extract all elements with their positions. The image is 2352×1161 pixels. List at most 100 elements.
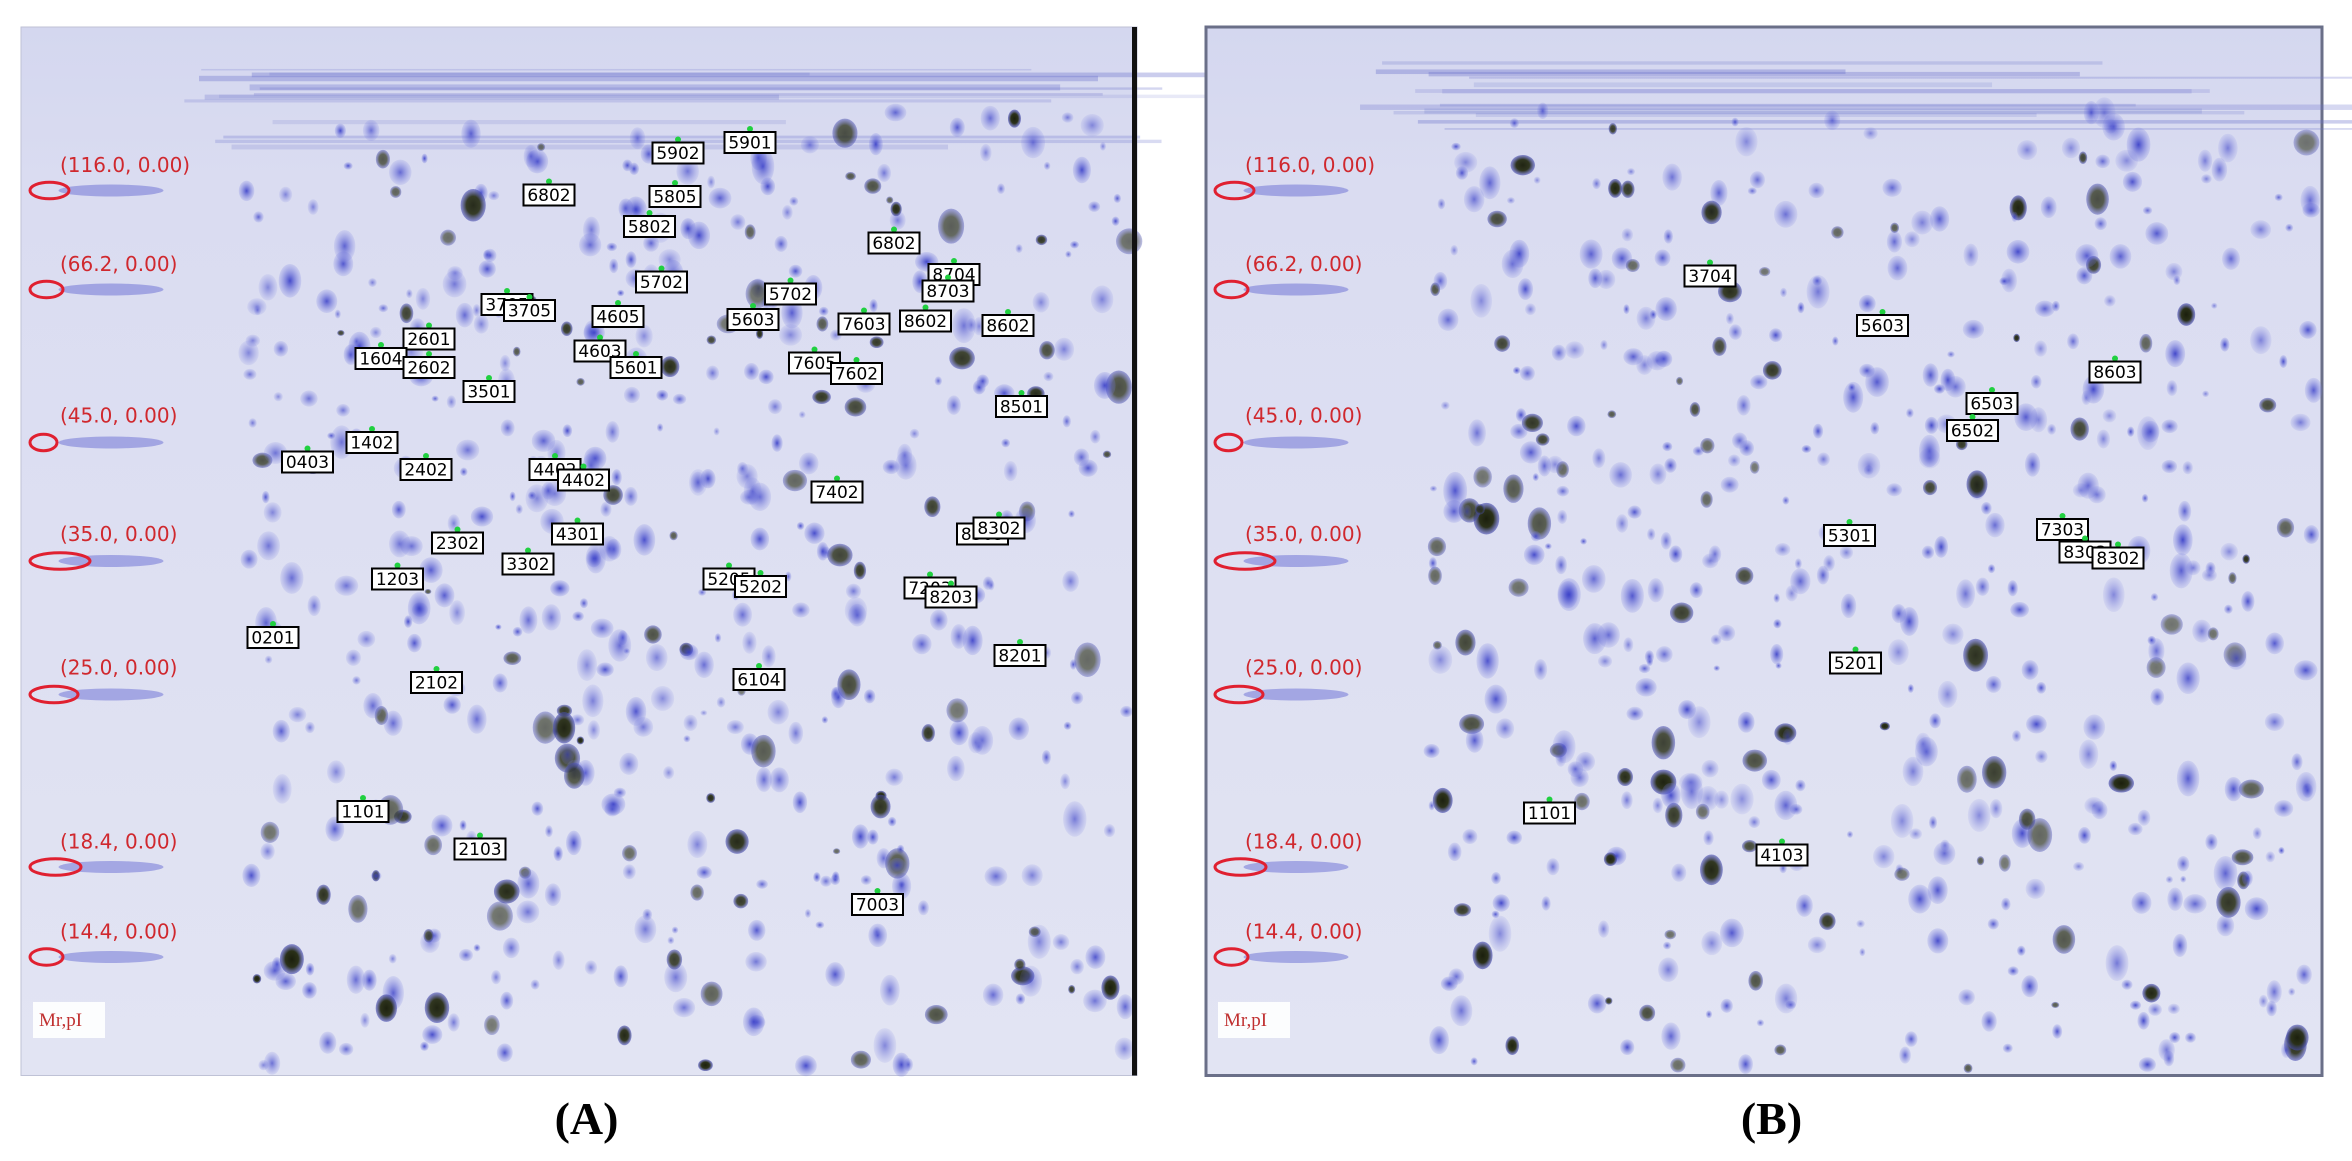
marker-label: (14.4, 0.00) bbox=[60, 920, 177, 944]
gel-spot bbox=[305, 962, 315, 976]
gel-spot bbox=[1476, 643, 1499, 679]
gel-spot bbox=[816, 542, 829, 561]
gel-spot bbox=[1007, 109, 1021, 128]
gel-spot bbox=[1718, 624, 1736, 642]
gel-spot bbox=[446, 395, 457, 409]
gel-spot bbox=[257, 531, 280, 561]
gel-spot bbox=[1918, 447, 1941, 469]
gel-spot bbox=[601, 793, 626, 816]
gel-spot bbox=[516, 900, 540, 924]
gel-spot bbox=[744, 224, 756, 240]
gel-spot bbox=[500, 991, 514, 1010]
gel-spot bbox=[1429, 485, 1438, 492]
gel-spot bbox=[449, 600, 465, 625]
marker-band bbox=[58, 951, 164, 963]
gel-spot bbox=[333, 230, 356, 262]
spot-box bbox=[899, 309, 952, 333]
gel-streak bbox=[1428, 71, 2080, 77]
panel-edge bbox=[1132, 27, 1137, 1076]
gel-spot bbox=[2104, 295, 2116, 307]
marker-label: (116.0, 0.00) bbox=[60, 153, 190, 177]
gel-spot bbox=[1958, 989, 1975, 1006]
gel-spot bbox=[473, 944, 481, 952]
spot-box bbox=[993, 644, 1047, 667]
gel-spot bbox=[459, 467, 468, 477]
gel-spot bbox=[827, 543, 853, 567]
gel-spot bbox=[1623, 304, 1630, 315]
spot-box bbox=[1965, 392, 2019, 415]
gel-spot bbox=[1863, 127, 1878, 140]
gel-spot bbox=[1676, 376, 1684, 386]
gel-spot bbox=[2129, 1000, 2142, 1010]
gel-spot bbox=[1911, 210, 1934, 235]
gel-spot bbox=[742, 631, 757, 654]
gel-streak bbox=[1475, 112, 2037, 118]
spot-box bbox=[867, 231, 921, 255]
gel-spot bbox=[624, 486, 638, 506]
marker-label: (25.0, 0.00) bbox=[60, 656, 177, 680]
gel-spot bbox=[467, 704, 487, 734]
gel-spot bbox=[370, 326, 382, 339]
spot-label: 2103 bbox=[458, 840, 501, 860]
spot-dot bbox=[394, 562, 401, 569]
marker-band bbox=[1243, 951, 1349, 963]
gel-spot bbox=[1537, 102, 1549, 119]
spot-label: 8501 bbox=[1000, 397, 1043, 417]
gel-spot bbox=[1887, 639, 1909, 666]
gel-spot bbox=[1043, 161, 1051, 170]
gel-spot bbox=[1655, 297, 1677, 321]
gel-spot bbox=[2035, 750, 2048, 763]
gel-spot bbox=[512, 626, 523, 637]
gel-spot bbox=[750, 527, 770, 551]
gel-spot bbox=[2145, 222, 2169, 245]
gel-spot bbox=[2220, 542, 2238, 561]
gel-spot bbox=[424, 992, 450, 1024]
gel-spot bbox=[1780, 287, 1787, 298]
gel-spot bbox=[1074, 642, 1101, 677]
gel-spot bbox=[2011, 730, 2022, 742]
gel-spot bbox=[669, 531, 678, 541]
gel-spot bbox=[357, 630, 376, 648]
gel-spot bbox=[2138, 1057, 2156, 1072]
gel-spot bbox=[582, 216, 600, 243]
gel-spot bbox=[1655, 646, 1673, 663]
gel-spot bbox=[946, 698, 969, 723]
spot-dot bbox=[1989, 387, 1995, 393]
gel-spot bbox=[798, 452, 819, 475]
gel-spot bbox=[530, 979, 540, 990]
gel-spot bbox=[1929, 713, 1942, 729]
gel-spot bbox=[442, 270, 467, 298]
gel-spot bbox=[650, 685, 675, 711]
gel-spot bbox=[714, 633, 722, 643]
spot-dot bbox=[675, 136, 681, 143]
gel-spot bbox=[1432, 787, 1453, 813]
gel-streak bbox=[1469, 76, 2352, 79]
spot-dot bbox=[433, 666, 440, 672]
marker-ring bbox=[28, 947, 65, 967]
spot-box bbox=[921, 279, 975, 303]
gel-spot bbox=[419, 557, 443, 583]
gel-spot bbox=[2276, 518, 2295, 538]
gel-spot bbox=[2141, 420, 2160, 443]
marker-label: (66.2, 0.00) bbox=[60, 252, 177, 276]
gel-spot bbox=[1940, 368, 1956, 392]
gel-spot bbox=[774, 235, 788, 252]
gel-spot bbox=[949, 117, 965, 138]
gel-spot bbox=[443, 695, 461, 714]
gel-spot bbox=[338, 1042, 354, 1056]
gel-spot bbox=[1428, 645, 1453, 674]
gel-spot bbox=[1801, 445, 1812, 453]
gel-spot bbox=[1773, 619, 1782, 629]
gel-streak bbox=[1473, 82, 1993, 88]
gel-spot bbox=[779, 324, 803, 346]
gel-spot bbox=[1957, 765, 1977, 793]
gel-spot bbox=[708, 187, 732, 209]
gel-spot bbox=[1649, 310, 1657, 320]
gel-spot bbox=[929, 609, 948, 631]
gel-spot bbox=[1473, 466, 1492, 488]
gel-spot bbox=[1967, 798, 1991, 832]
gel-spot bbox=[263, 1051, 281, 1075]
gel-spot bbox=[2109, 244, 2132, 269]
gel-spot bbox=[2002, 1043, 2013, 1053]
